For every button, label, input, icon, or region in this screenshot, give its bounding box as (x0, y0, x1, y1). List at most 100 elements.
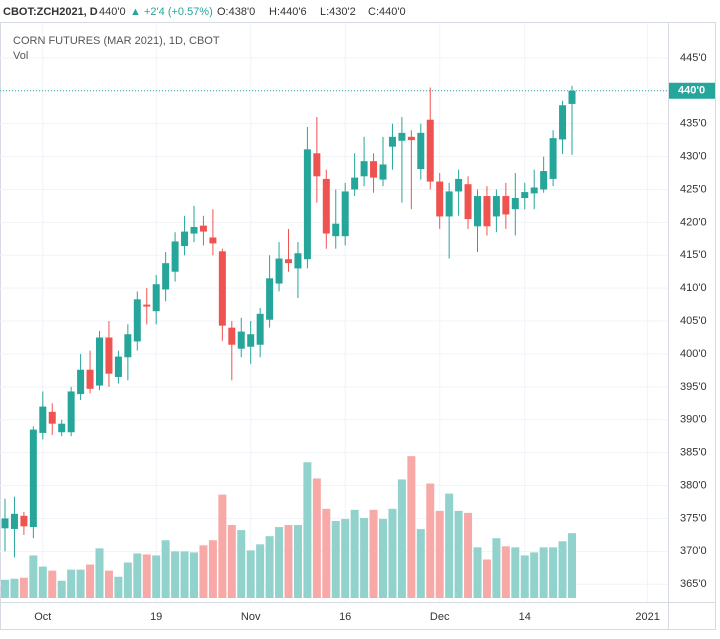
volume-bar (416, 529, 425, 598)
volume-bar (464, 512, 473, 598)
volume-bar (350, 509, 359, 598)
volume-bar (530, 552, 539, 598)
volume-bar (152, 555, 161, 598)
volume-bar (246, 550, 255, 598)
volume-bar (511, 547, 520, 598)
candle-body (511, 198, 519, 210)
volume-bar (426, 483, 435, 598)
volume-bar (388, 508, 397, 598)
volume-bar (407, 456, 416, 598)
y-tick-label: 420'0 (680, 216, 707, 228)
candle-body (114, 356, 122, 377)
candle-body (228, 327, 236, 345)
candle-body (77, 369, 85, 395)
y-tick-label: 395'0 (680, 381, 707, 393)
volume-bar (1, 579, 9, 598)
volume-bar (38, 566, 47, 598)
candle-body (256, 313, 264, 345)
candle-body (133, 299, 141, 342)
candle-body (190, 226, 198, 234)
candle-body (502, 196, 510, 215)
candle-body (436, 181, 444, 217)
candle-body (341, 191, 349, 237)
candle-body (549, 138, 557, 179)
candle-body (143, 304, 151, 307)
volume-bar (10, 578, 19, 598)
candle-body (96, 337, 103, 386)
candle-body (332, 223, 340, 237)
x-tick-label: Dec (430, 611, 450, 623)
y-tick-label: 375'0 (680, 512, 707, 524)
volume-bar (341, 518, 350, 598)
candle-body (521, 192, 529, 199)
frame (0, 22, 716, 630)
y-tick-label: 380'0 (680, 479, 707, 491)
volume-bar (360, 517, 369, 598)
y-tick-label: 370'0 (680, 545, 707, 557)
volume-bar (322, 508, 331, 598)
high: H:440'6 (269, 6, 307, 18)
volume-bar (473, 547, 482, 598)
change-arrow: ▲ (130, 6, 141, 18)
candle-body (285, 259, 292, 264)
candle-body (492, 196, 500, 217)
volume-bar (265, 536, 274, 598)
volume-bar (171, 551, 180, 598)
volume-bar (256, 544, 265, 598)
volume-bar (435, 510, 444, 598)
volume-bar (19, 577, 28, 598)
y-tick-label: 405'0 (680, 315, 707, 327)
y-tick-label: 385'0 (680, 447, 707, 459)
candle-body (474, 196, 481, 227)
candle-body (39, 406, 47, 433)
candle-body (313, 153, 321, 177)
volume-bar (379, 518, 387, 598)
x-tick-label: Nov (241, 611, 261, 623)
volume-bar (199, 545, 208, 598)
last-price-box (669, 82, 715, 99)
volume-bar (218, 494, 227, 598)
volume-bar (104, 570, 113, 598)
volume-bar (133, 553, 142, 598)
volume-bar (161, 540, 170, 598)
volume-bar (331, 520, 340, 598)
candle-body (58, 423, 66, 433)
candle-body (1, 518, 9, 529)
candle-body (351, 177, 359, 190)
candle-body (171, 241, 179, 272)
volume-bar (501, 546, 510, 598)
candle-body (181, 231, 189, 247)
candle-body (455, 178, 463, 192)
volume-bar (558, 541, 567, 598)
candle-body (568, 90, 576, 104)
candle-body (530, 187, 538, 194)
volume-bar (48, 570, 57, 598)
candle-body (199, 225, 207, 232)
candle-body (360, 161, 368, 177)
x-tick-label: Oct (34, 611, 51, 623)
candle-body (379, 164, 387, 180)
candle-body (540, 171, 548, 190)
symbol: CBOT:ZCH2021, D (3, 6, 98, 18)
volume-bar (114, 576, 123, 598)
candle-body (48, 411, 56, 424)
candle-body (152, 284, 160, 312)
candle-body (426, 119, 434, 182)
volume-bar (275, 527, 284, 598)
volume-bar (142, 554, 151, 598)
candle-body (370, 161, 378, 178)
candle-body (86, 369, 94, 389)
volume-bar (397, 479, 406, 598)
last-price: 440'0 (99, 6, 126, 18)
y-tick-label: 400'0 (680, 348, 707, 360)
volume-bar (29, 555, 38, 598)
candle-body (417, 132, 425, 170)
volume-bar (312, 478, 321, 598)
y-tick-label: 410'0 (680, 282, 707, 294)
volume-bar (95, 548, 104, 598)
volume-bar (454, 510, 463, 598)
volume-bar (520, 555, 529, 598)
change: +2'4 (+0.57%) (144, 6, 213, 18)
volume-bar (482, 559, 491, 598)
